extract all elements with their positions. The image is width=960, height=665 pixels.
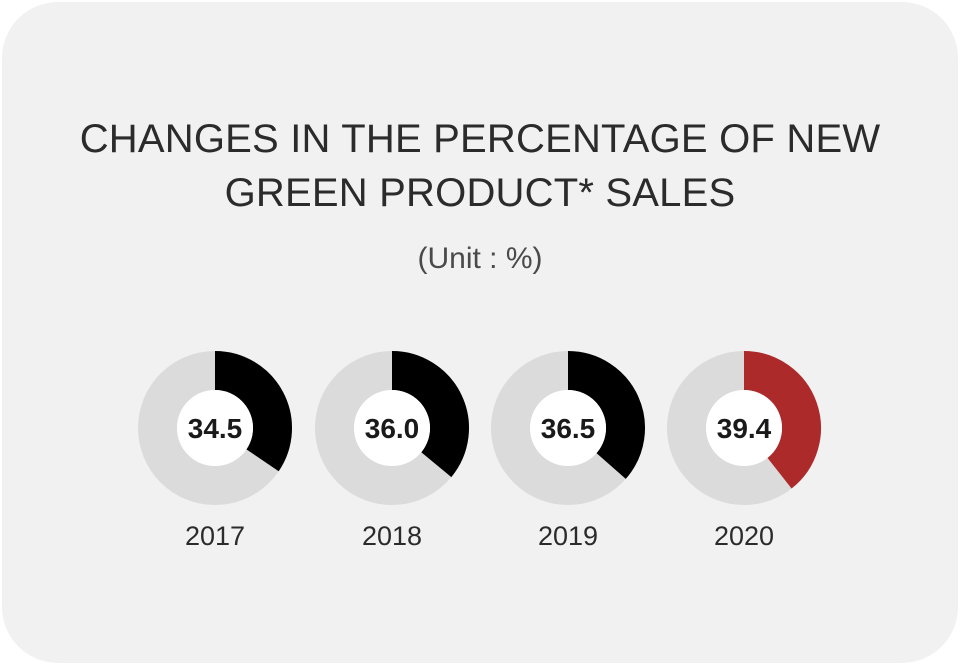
donut-hole: [354, 390, 430, 466]
category-label: 2019: [538, 521, 598, 551]
donut-segment: [743, 351, 821, 489]
donut-hole: [177, 390, 253, 466]
chart-title-line-1: CHANGES IN THE PERCENTAGE OF NEW: [79, 117, 881, 161]
donut-2018: 36.0 2018: [315, 351, 469, 551]
data-label: 34.5: [188, 413, 243, 444]
category-label: 2017: [185, 521, 245, 551]
donut-2017: 34.5 2017: [138, 351, 292, 551]
category-label: 2018: [362, 521, 422, 551]
data-label: 39.4: [717, 413, 772, 444]
chart-title: CHANGES IN THE PERCENTAGE OF NEW GREEN P…: [0, 112, 960, 220]
data-label: 36.0: [365, 413, 420, 444]
unit-label: (Unit : %): [417, 242, 543, 275]
chart-title-line-2: GREEN PRODUCT* SALES: [224, 171, 736, 215]
donut-hole: [530, 390, 606, 466]
donut-segment: [567, 351, 645, 479]
category-label: 2020: [714, 521, 774, 551]
data-label: 36.5: [541, 413, 596, 444]
donut-segment: [391, 351, 469, 478]
donut-2019: 36.5 2019: [491, 351, 645, 551]
donut-2020: 39.4 2020: [667, 351, 821, 551]
donut-segment: [214, 351, 292, 472]
donut-hole: [706, 390, 782, 466]
donut-charts: 34.5 2017 36.0 2018 36.5 2019 39.4 2020: [138, 351, 821, 551]
